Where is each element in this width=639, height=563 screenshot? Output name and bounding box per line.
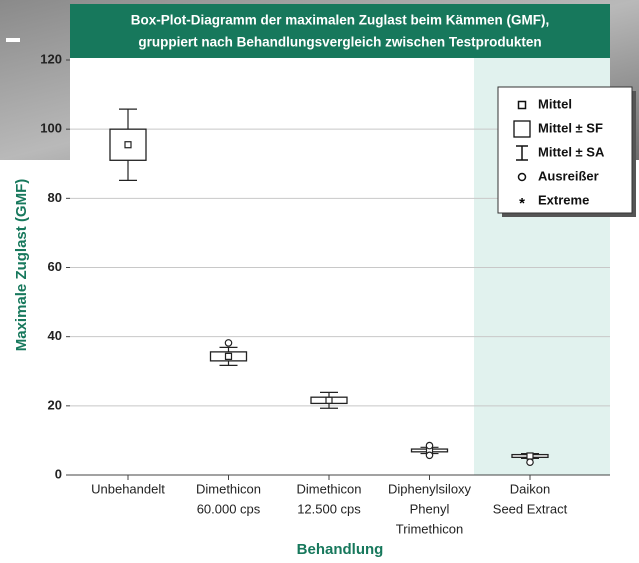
legend-symbol bbox=[517, 100, 527, 110]
legend-symbol: * bbox=[519, 195, 525, 212]
y-axis-label: Maximale Zuglast (GMF) bbox=[13, 179, 30, 352]
x-tick-label: Unbehandelt bbox=[91, 481, 165, 496]
outlier bbox=[425, 441, 434, 450]
legend-label: Ausreißer bbox=[538, 168, 599, 183]
legend-label: Extreme bbox=[538, 192, 589, 207]
x-tick-label: Seed Extract bbox=[493, 501, 568, 516]
outlier bbox=[425, 451, 434, 460]
mean bbox=[224, 352, 233, 360]
legend-label: Mittel ± SA bbox=[538, 144, 605, 159]
legend-symbol bbox=[517, 172, 527, 182]
y-tick-label: 100 bbox=[40, 121, 62, 136]
y-tick-label: 80 bbox=[48, 190, 62, 205]
x-axis-label: Behandlung bbox=[297, 541, 384, 558]
x-tick-label: 12.500 cps bbox=[297, 501, 361, 516]
y-tick-label: 60 bbox=[48, 259, 62, 274]
legend-symbol bbox=[516, 145, 528, 161]
x-tick-label: 60.000 cps bbox=[197, 501, 261, 516]
title-banner bbox=[70, 4, 610, 58]
x-tick-label: Diphenylsiloxy bbox=[388, 481, 472, 496]
mean bbox=[325, 396, 333, 404]
y-tick-label: 0 bbox=[55, 466, 62, 481]
legend-symbol bbox=[513, 120, 531, 138]
legend-label: Mittel bbox=[538, 96, 572, 111]
y-tick-label: 40 bbox=[48, 328, 62, 343]
x-tick-label: Dimethicon bbox=[196, 481, 261, 496]
x-tick-label: Daikon bbox=[510, 481, 550, 496]
chart-title: gruppiert nach Behandlungsvergleich zwis… bbox=[138, 35, 541, 50]
x-tick-label: Dimethicon bbox=[296, 481, 361, 496]
dash bbox=[6, 38, 20, 42]
outlier bbox=[224, 339, 233, 347]
y-tick-label: 120 bbox=[40, 51, 62, 66]
mean bbox=[526, 452, 534, 460]
x-tick-label: Phenyl bbox=[410, 501, 450, 516]
legend-label: Mittel ± SF bbox=[538, 120, 603, 135]
x-tick-label: Trimethicon bbox=[396, 521, 463, 536]
outlier bbox=[526, 458, 534, 467]
mean bbox=[124, 141, 132, 149]
y-tick-label: 20 bbox=[48, 397, 62, 412]
chart-title: Box-Plot-Diagramm der maximalen Zuglast … bbox=[131, 13, 550, 28]
